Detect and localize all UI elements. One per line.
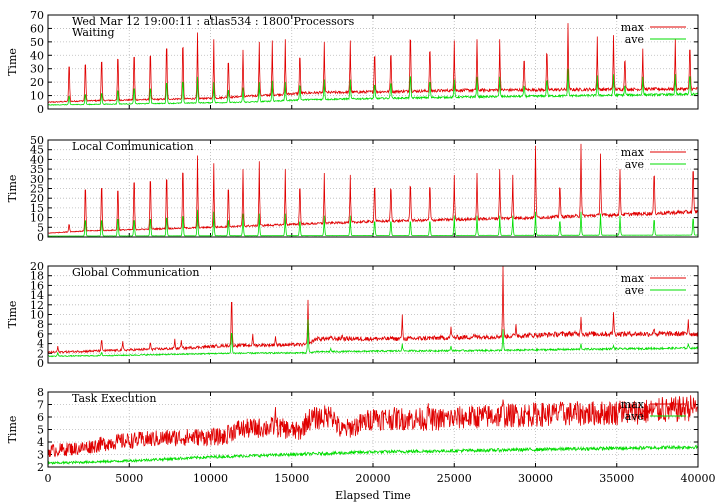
chart-title: Task Execution (72, 392, 156, 405)
y-tick-label: 4 (37, 338, 44, 351)
y-tick-label: 50 (30, 36, 44, 49)
y-tick-label: 18 (30, 270, 44, 283)
x-tick-label: 35000 (599, 472, 634, 485)
y-tick-label: 10 (30, 212, 44, 225)
legend-label-ave: ave (625, 410, 644, 423)
y-tick-label: 20 (30, 260, 44, 273)
y-tick-label: 20 (30, 76, 44, 89)
legend-label-max: max (621, 146, 645, 159)
x-tick-label: 0 (45, 472, 52, 485)
x-tick-label: 5000 (115, 472, 143, 485)
y-tick-label: 8 (37, 386, 44, 399)
legend-label-ave: ave (625, 284, 644, 297)
chart-title: Global Communication (72, 266, 200, 279)
series-line-max (48, 143, 699, 234)
y-tick-label: 2 (37, 347, 44, 360)
y-tick-label: 40 (30, 49, 44, 62)
legend-label-max: max (621, 21, 645, 34)
y-tick-label: 30 (30, 63, 44, 76)
plot-frame (47, 139, 699, 238)
y-tick-label: 3 (37, 449, 44, 462)
y-tick-label: 0 (37, 357, 44, 370)
x-tick-label: 10000 (193, 472, 228, 485)
series-line-ave (47, 209, 698, 237)
y-axis-label: Time (6, 416, 19, 444)
plot-frame (47, 265, 699, 364)
y-tick-label: 30 (30, 173, 44, 186)
x-tick-label: 20000 (356, 472, 391, 485)
plot-frame (47, 14, 699, 110)
y-axis-label: Time (6, 48, 19, 76)
x-tick-label: 30000 (518, 472, 553, 485)
y-tick-label: 20 (30, 192, 44, 205)
y-tick-label: 0 (37, 103, 44, 116)
y-tick-label: 6 (37, 411, 44, 424)
y-tick-label: 5 (37, 424, 44, 437)
y-tick-label: 2 (37, 461, 44, 474)
series-line-max (47, 265, 699, 354)
y-tick-label: 10 (30, 90, 44, 103)
y-tick-label: 12 (30, 299, 44, 312)
series-line-ave (47, 68, 699, 106)
legend-label-ave: ave (625, 33, 644, 46)
y-tick-label: 16 (30, 279, 44, 292)
series-line-max (47, 395, 699, 458)
legend-label-max: max (621, 272, 645, 285)
x-tick-label: 40000 (681, 472, 716, 485)
chart-subtitle: Waiting (72, 26, 115, 39)
series-line-ave (47, 319, 699, 358)
y-tick-label: 40 (30, 153, 44, 166)
legend-label-ave: ave (625, 158, 644, 171)
chart-title: Local Communication (72, 140, 194, 153)
y-tick-label: 7 (37, 399, 44, 412)
x-tick-label: 15000 (274, 472, 309, 485)
y-tick-label: 8 (37, 318, 44, 331)
y-tick-label: 45 (30, 144, 44, 157)
y-tick-label: 35 (30, 163, 44, 176)
x-tick-label: 25000 (437, 472, 472, 485)
y-tick-label: 14 (30, 289, 44, 302)
y-tick-label: 4 (37, 436, 44, 449)
y-axis-label: Time (6, 301, 19, 329)
legend-label-max: max (621, 398, 645, 411)
y-tick-label: 70 (30, 9, 44, 22)
series-line-ave (47, 444, 699, 465)
chart-title: Wed Mar 12 19:00:11 : atlas534 : 1800 Pr… (72, 15, 355, 28)
y-tick-label: 5 (37, 221, 44, 234)
y-tick-label: 50 (30, 134, 44, 147)
y-tick-label: 25 (30, 183, 44, 196)
y-tick-label: 10 (30, 309, 44, 322)
series-line-max (47, 23, 698, 104)
x-axis-label: Elapsed Time (335, 489, 411, 502)
y-tick-label: 60 (30, 22, 44, 35)
y-tick-label: 15 (30, 202, 44, 215)
y-tick-label: 6 (37, 328, 44, 341)
y-axis-label: Time (6, 175, 19, 203)
plot-frame (47, 391, 699, 468)
y-tick-label: 0 (37, 231, 44, 244)
